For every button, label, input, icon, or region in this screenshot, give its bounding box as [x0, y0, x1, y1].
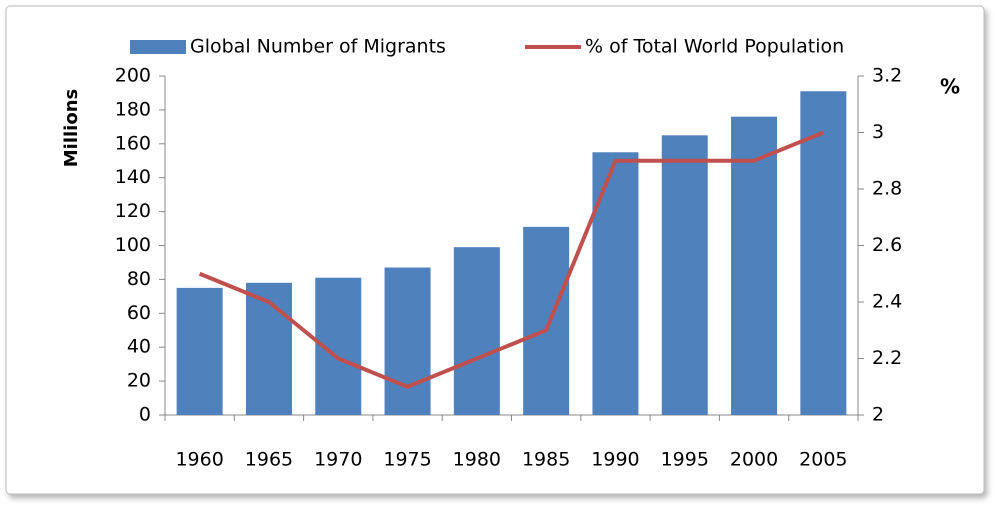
y-tick-label: 0: [139, 404, 151, 426]
bar: [176, 287, 223, 415]
y2-tick-label: 3: [872, 121, 884, 143]
x-tick-label: 2000: [730, 449, 778, 471]
bar: [661, 135, 708, 415]
x-tick-label: 1970: [314, 449, 362, 471]
line-series: [198, 130, 825, 389]
y2-tick-label: 2.8: [872, 178, 902, 200]
y-tick-label: 60: [127, 302, 151, 324]
y2-tick-label: 2.2: [872, 347, 902, 369]
y2-tick-label: 2.6: [872, 234, 902, 256]
y-tick-label: 120: [115, 200, 151, 222]
x-tick-label: 1980: [453, 449, 501, 471]
x-tick-label: 1985: [522, 449, 570, 471]
y-tick-label: 140: [115, 166, 151, 188]
y-tick-label: 20: [127, 370, 151, 392]
legend-label: % of Total World Population: [585, 36, 844, 58]
x-tick-label: 1995: [661, 449, 709, 471]
legend-label: Global Number of Migrants: [190, 36, 446, 58]
x-tick-label: 1965: [245, 449, 293, 471]
bar: [523, 226, 570, 415]
x-tick-label: 1975: [383, 449, 431, 471]
bar: [592, 152, 639, 415]
x-tick-label: 1990: [591, 449, 639, 471]
bar: [800, 91, 847, 415]
y-tick-label: 180: [115, 98, 151, 120]
y-tick-label: 160: [115, 132, 151, 154]
y-axis-label: Millions: [61, 89, 82, 168]
x-tick-label: 2005: [799, 449, 847, 471]
y-tick-label: 200: [115, 65, 151, 87]
x-tick-label: 1960: [175, 449, 223, 471]
legend-swatch: [130, 40, 186, 54]
y2-tick-label: 2: [872, 404, 884, 426]
y-tick-label: 80: [127, 268, 151, 290]
y-tick-label: 40: [127, 336, 151, 358]
y2-tick-label: 3.2: [872, 65, 902, 87]
y2-axis-label: %: [940, 75, 960, 99]
bar: [453, 247, 500, 415]
y2-tick-label: 2.4: [872, 291, 902, 313]
y-tick-label: 100: [115, 234, 151, 256]
bar: [731, 116, 778, 416]
bar: [384, 267, 431, 415]
bar: [245, 282, 292, 415]
